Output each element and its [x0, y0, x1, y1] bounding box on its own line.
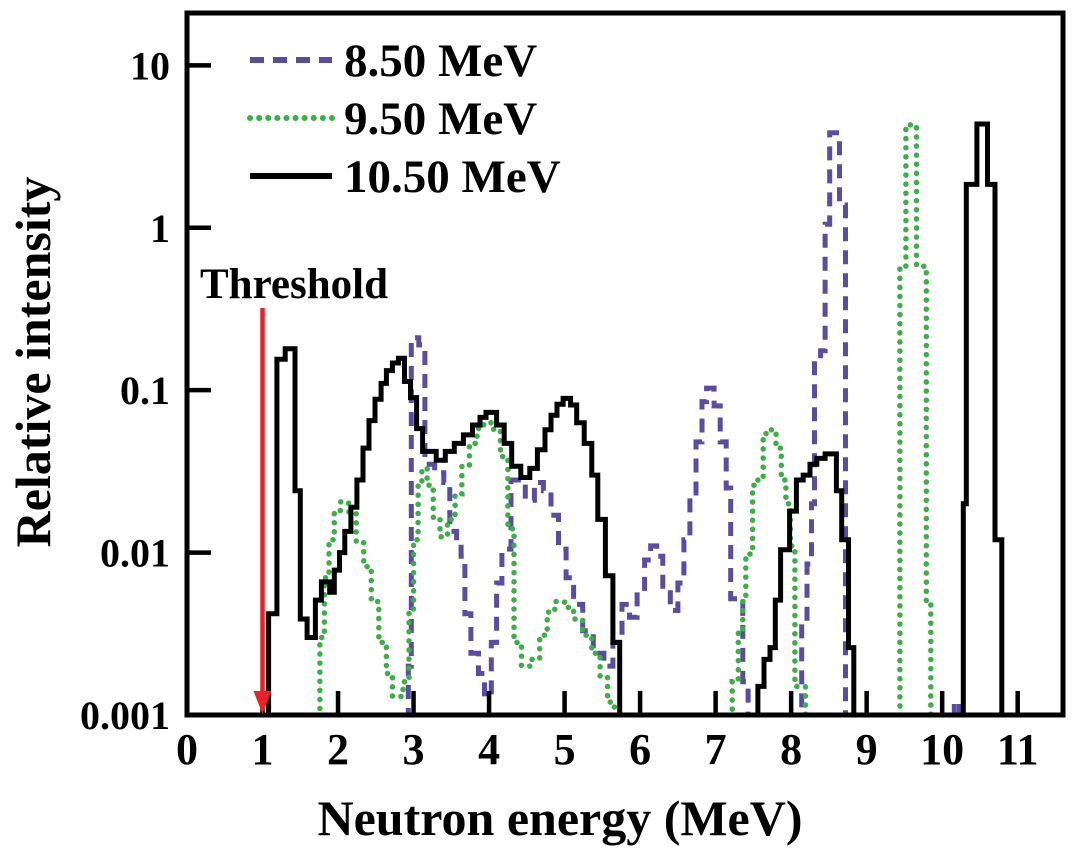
y-tick-label-1: 1 [150, 206, 170, 251]
legend: 8.50 MeV 9.50 MeV 10.50 MeV [247, 35, 561, 203]
x-tick-label-8: 8 [780, 725, 802, 774]
axis-tick-labels: 0 1 2 3 4 5 6 7 8 9 10 11 10 1 0.1 0.01 0.001 [80, 43, 1038, 774]
plot-frame [184, 10, 1066, 718]
x-axis-title: Neutron energy (MeV) [317, 790, 802, 846]
series-850-curve [405, 130, 962, 715]
series-950-curve [317, 122, 934, 715]
axis-ticks [184, 63, 1020, 718]
x-tick-label-4: 4 [478, 725, 500, 774]
x-tick-label-10: 10 [920, 725, 964, 774]
y-axis-title: Relative intensity [5, 177, 61, 548]
threshold-annotation: Threshold [200, 261, 388, 714]
y-tick-label-0.1: 0.1 [120, 368, 170, 413]
y-tick-label-10: 10 [130, 43, 170, 88]
series-1050-curve [266, 121, 1005, 715]
x-tick-label-2: 2 [327, 725, 349, 774]
y-tick-label-0.01: 0.01 [100, 531, 170, 576]
x-tick-label-3: 3 [403, 725, 425, 774]
threshold-label: Threshold [200, 261, 388, 308]
x-tick-label-11: 11 [997, 725, 1039, 774]
y-tick-label-0.001: 0.001 [80, 693, 170, 738]
series-curves [266, 121, 1005, 715]
x-tick-label-5: 5 [554, 725, 576, 774]
x-tick-label-7: 7 [705, 725, 727, 774]
legend-label-9_50: 9.50 MeV [344, 93, 537, 145]
x-tick-label-0: 0 [176, 725, 198, 774]
threshold-arrowhead-icon [253, 691, 272, 714]
legend-label-10_50: 10.50 MeV [344, 151, 561, 203]
x-tick-label-1: 1 [252, 725, 274, 774]
legend-label-8_50: 8.50 MeV [344, 35, 537, 87]
x-tick-label-9: 9 [856, 725, 878, 774]
x-tick-label-6: 6 [629, 725, 651, 774]
